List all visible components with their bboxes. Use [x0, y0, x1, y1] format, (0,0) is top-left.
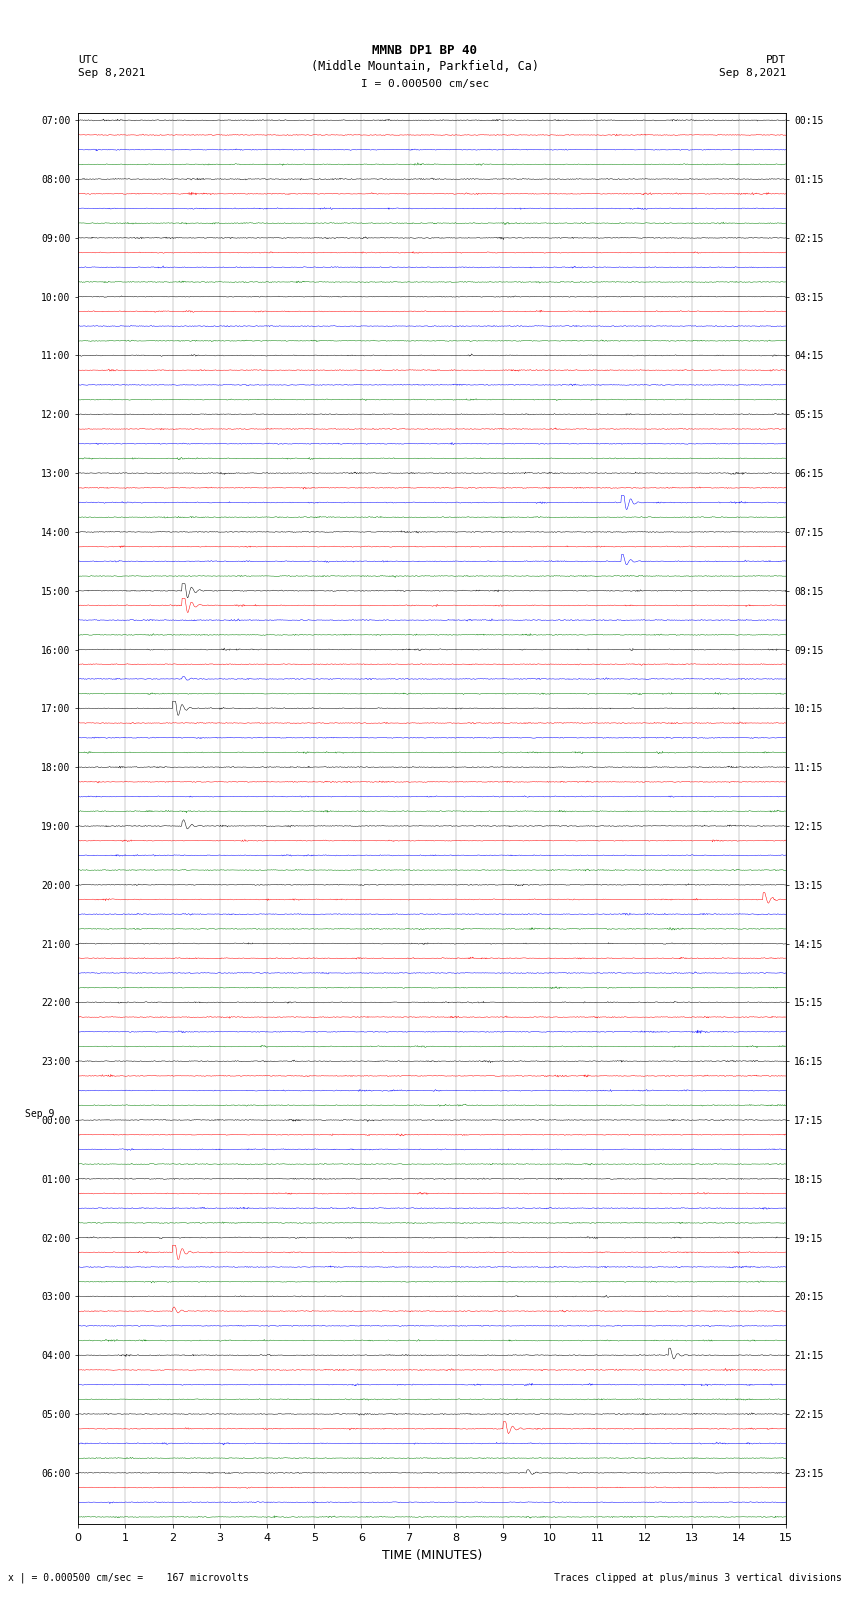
- Text: (Middle Mountain, Parkfield, Ca): (Middle Mountain, Parkfield, Ca): [311, 60, 539, 73]
- X-axis label: TIME (MINUTES): TIME (MINUTES): [382, 1548, 482, 1561]
- Text: x | = 0.000500 cm/sec =    167 microvolts: x | = 0.000500 cm/sec = 167 microvolts: [8, 1573, 249, 1582]
- Text: MMNB DP1 BP 40: MMNB DP1 BP 40: [372, 44, 478, 56]
- Text: I = 0.000500 cm/sec: I = 0.000500 cm/sec: [361, 79, 489, 89]
- Text: Sep 8,2021: Sep 8,2021: [719, 68, 786, 77]
- Text: Sep 9: Sep 9: [26, 1110, 54, 1119]
- Text: Traces clipped at plus/minus 3 vertical divisions: Traces clipped at plus/minus 3 vertical …: [553, 1573, 842, 1582]
- Text: Sep 8,2021: Sep 8,2021: [78, 68, 145, 77]
- Text: PDT: PDT: [766, 55, 786, 65]
- Text: UTC: UTC: [78, 55, 99, 65]
